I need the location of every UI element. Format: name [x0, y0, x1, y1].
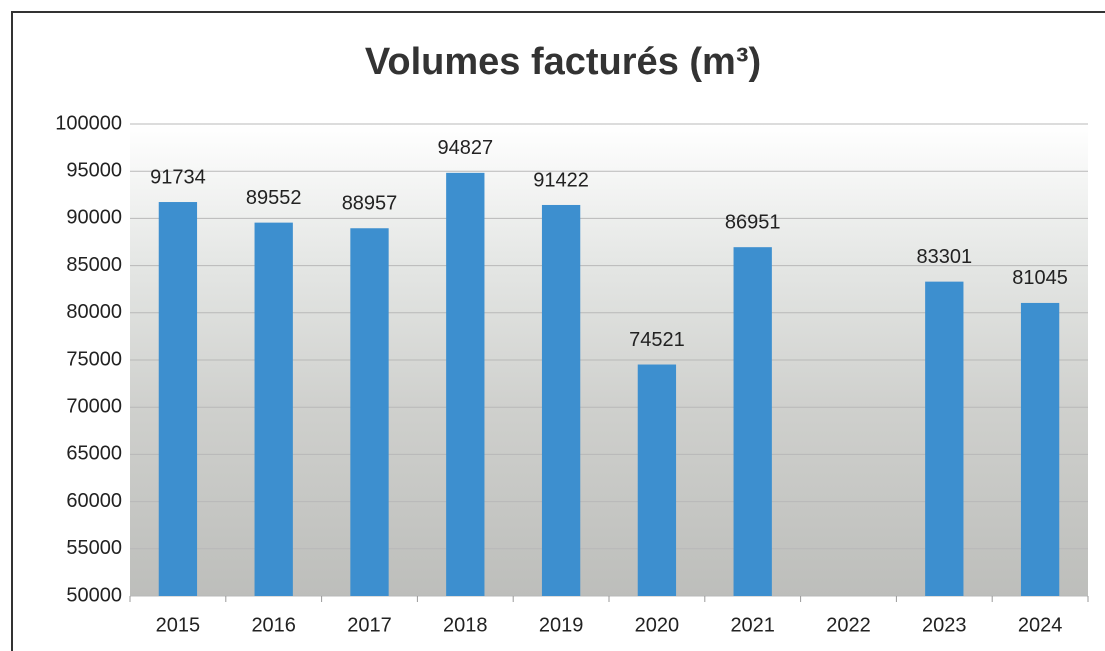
y-tick-label: 90000 [66, 207, 122, 229]
bar [350, 228, 388, 596]
bar [925, 282, 963, 596]
data-label: 74521 [629, 329, 685, 351]
bar [159, 202, 197, 596]
data-label: 91422 [533, 169, 589, 191]
x-tick-label: 2015 [156, 614, 201, 636]
y-tick-label: 60000 [66, 490, 122, 512]
bar [638, 365, 676, 596]
bar [255, 223, 293, 596]
x-tick-label: 2023 [922, 614, 967, 636]
x-tick-label: 2017 [347, 614, 392, 636]
y-tick-label: 100000 [55, 112, 122, 134]
x-tick-label: 2021 [730, 614, 775, 636]
y-tick-label: 65000 [66, 443, 122, 465]
data-label: 91734 [150, 166, 206, 188]
y-tick-label: 95000 [66, 159, 122, 181]
y-tick-label: 80000 [66, 301, 122, 323]
x-tick-label: 2024 [1018, 614, 1063, 636]
bar [446, 173, 484, 596]
x-tick-label: 2022 [826, 614, 871, 636]
data-label: 94827 [437, 137, 493, 159]
y-tick-label: 70000 [66, 395, 122, 417]
y-tick-label: 75000 [66, 348, 122, 370]
chart: Volumes facturés (m³) 50000 55000 60000 650… [0, 0, 1105, 651]
x-tick-label: 2016 [251, 614, 296, 636]
data-label: 83301 [916, 246, 972, 268]
chart-title: Volumes facturés (m³) [365, 41, 761, 83]
data-label: 89552 [246, 187, 302, 209]
x-tick-label: 2019 [539, 614, 584, 636]
y-tick-label: 85000 [66, 254, 122, 276]
x-tick-label: 2018 [443, 614, 488, 636]
data-label: 86951 [725, 211, 781, 233]
data-label: 88957 [342, 193, 398, 215]
data-label: 81045 [1012, 267, 1068, 289]
y-tick-label: 50000 [66, 584, 122, 606]
x-tick-label: 2020 [635, 614, 680, 636]
bar [1021, 303, 1059, 596]
bar [734, 247, 772, 596]
y-tick-label: 55000 [66, 537, 122, 559]
bar [542, 205, 580, 596]
